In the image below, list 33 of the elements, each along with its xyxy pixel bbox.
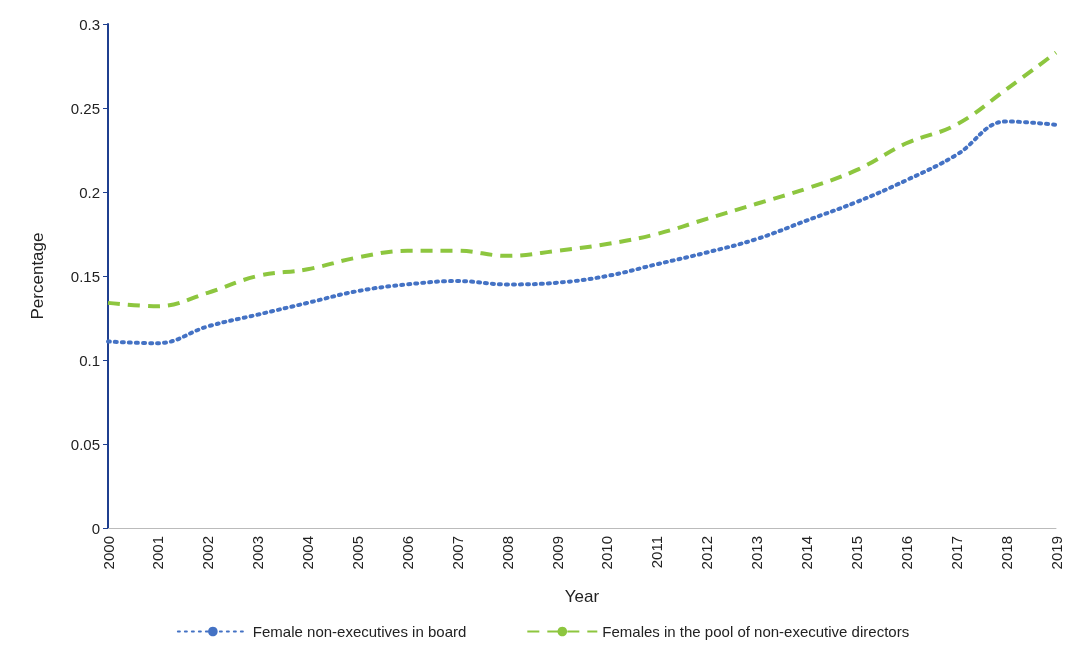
x-axis-title: Year: [564, 587, 600, 606]
x-tick-label: 2006: [398, 536, 416, 570]
x-tick-label: 2011: [648, 536, 666, 569]
y-tick-label: 0.15: [70, 267, 100, 285]
x-tick-label: 2000: [99, 536, 117, 570]
x-tick-label: 2016: [897, 536, 915, 570]
x-tick-label: 2009: [548, 536, 566, 570]
x-tick-label: 2002: [199, 536, 217, 570]
x-tick-label: 2003: [249, 536, 267, 570]
x-tick-label: 2005: [348, 536, 366, 570]
x-tick-label: 2018: [997, 536, 1015, 570]
y-tick-label: 0.05: [70, 435, 100, 453]
x-tick-label: 2013: [748, 536, 766, 570]
y-tick-label: 0.2: [79, 183, 100, 201]
x-tick-label: 2007: [448, 536, 466, 570]
x-tick-label: 2012: [698, 536, 716, 570]
y-tick-label: 0.1: [79, 351, 100, 369]
x-tick-label: 2015: [847, 536, 865, 570]
legend-label: Female non-executives in board: [252, 623, 467, 640]
x-tick-label: 2008: [498, 536, 516, 570]
x-tick-label: 2004: [299, 536, 317, 570]
x-tick-label: 2001: [149, 536, 167, 570]
y-tick-label: 0.3: [79, 15, 100, 33]
legend-label: Females in the pool of non-executive directors: [602, 623, 910, 640]
y-axis-title: Percentage: [28, 232, 47, 320]
x-tick-label: 2017: [947, 536, 965, 570]
y-tick-label: 0.25: [70, 99, 100, 117]
line-series: [106, 119, 1058, 346]
x-tick-label: 2019: [1047, 536, 1065, 570]
line-series: [106, 50, 1058, 309]
x-tick-label: 2010: [598, 536, 616, 570]
y-tick-label: 0: [91, 519, 100, 537]
x-tick-label: 2014: [798, 536, 816, 570]
